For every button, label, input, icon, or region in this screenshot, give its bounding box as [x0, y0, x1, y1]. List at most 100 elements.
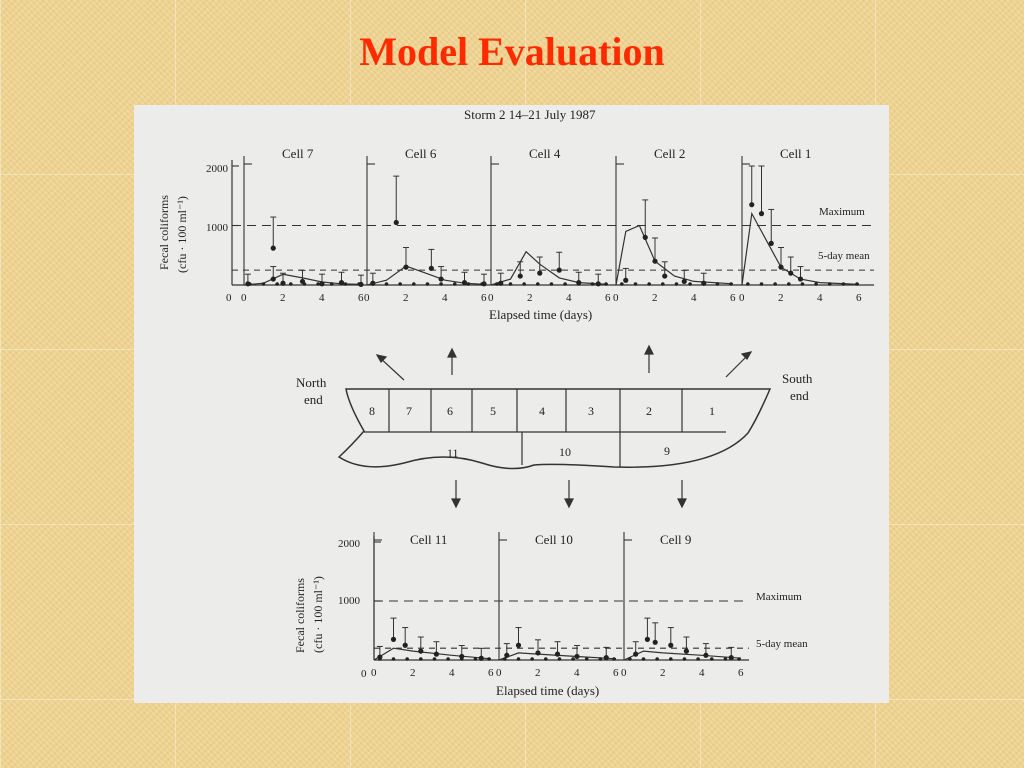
top-cell-1-baseline-point: [746, 282, 750, 286]
top-cell-2-baseline-point: [633, 282, 638, 286]
top-cell-1-observed-point: [797, 276, 804, 282]
bottom-chart-ylabel-2: (cfu · 100 ml⁻¹): [311, 576, 325, 653]
top-cell-7-baseline-point: [248, 282, 252, 286]
bottom-cell-10-observed-point: [603, 655, 609, 661]
bottom-cell-11-baseline-point: [473, 657, 478, 661]
top-cell-1-xtick-label: 4: [817, 292, 823, 304]
top-cell-2-observed-point: [652, 258, 658, 264]
top-cell-6-baseline-point: [425, 282, 430, 286]
top-cell-1-observed-point: [778, 264, 784, 270]
top-cell-4-baseline-point: [549, 282, 554, 286]
bottom-cell-10-xtick-label: 2: [535, 667, 541, 679]
top-ytick-2000: 2000: [206, 163, 229, 175]
bottom-cell-10-observed-point: [515, 642, 522, 648]
top-cell-1-baseline-point: [814, 282, 818, 286]
top-cell-7-observed-point: [270, 276, 276, 282]
top-cell-6-observed-point: [393, 219, 399, 226]
top-cell-6-baseline-point: [398, 282, 402, 286]
bottom-cell-11-baseline-point: [419, 657, 423, 661]
top-cell-7-baseline-point: [302, 282, 307, 286]
bottom-ref-5day-mean: 5-day mean: [756, 638, 808, 650]
bottom-cell-9-baseline-point: [669, 657, 673, 661]
bottom-cell-11-observed-point: [478, 655, 484, 661]
top-cell-4-xtick-label: 0: [488, 292, 494, 304]
top-cell-4-model-curve: [490, 250, 609, 286]
top-cell-4-observed-point: [537, 270, 543, 276]
top-chart-title: Storm 2 14–21 July 1987: [464, 107, 596, 122]
bottom-cell-9-baseline-point: [655, 657, 659, 661]
top-cell-1-observed-point: [788, 270, 794, 276]
bottom-cell-9-label: Cell 9: [660, 532, 691, 547]
top-cell-1-baseline-point: [855, 282, 859, 286]
bottom-cell-9-observed-point: [644, 636, 650, 642]
top-cell-7-baseline-point: [289, 282, 293, 286]
top-cell-4-observed-point: [498, 280, 504, 286]
figure-svg: Storm 2 14–21 July 1987 Elapsed time (da…: [157, 107, 874, 698]
bottom-chart-plot: Cell 11 0 2 4 6 Cell 10 0 2 4 6 Cell 9 0 2 4 6: [371, 532, 749, 679]
top-cell-6-baseline-point: [466, 282, 471, 286]
cell-label-9: 9: [664, 444, 670, 458]
bottom-cell-9-model-curve: [623, 650, 742, 661]
bottom-cell-11-baseline-point: [459, 657, 464, 661]
top-cell-4-label: Cell 4: [529, 146, 561, 161]
top-cell-1-xtick-label: 6: [856, 292, 862, 304]
top-cell-7-baseline-point: [329, 282, 334, 286]
top-cell-4-baseline-point: [536, 282, 540, 286]
bottom-cell-11-xtick-label: 0: [371, 667, 377, 679]
top-chart-xlabel: Elapsed time (days): [489, 307, 592, 322]
top-cell-4-observed-point: [517, 273, 523, 279]
top-cell-1-observed-point: [758, 211, 765, 217]
top-cell-6-xtick-label: 6: [481, 292, 487, 304]
bottom-cell-11-observed-point: [418, 648, 424, 654]
top-cell-7-baseline-point: [275, 282, 279, 286]
bottom-cell-11-baseline-point: [391, 657, 396, 661]
bottom-cell-10-baseline-point: [503, 657, 507, 661]
top-cell-7-baseline-point: [343, 282, 348, 286]
top-ref-maximum: Maximum: [819, 206, 865, 218]
top-cell-7-xtick-label: 4: [319, 292, 325, 304]
bottom-cell-11-xtick-label: 2: [410, 667, 416, 679]
bottom-cell-10-observed-point: [535, 650, 541, 656]
top-cell-7-observed-point: [338, 280, 345, 286]
bottom-cell-11-baseline-point: [432, 657, 437, 661]
top-cell-4-xtick-label: 6: [605, 292, 611, 304]
bottom-cell-9-observed-point: [683, 648, 690, 654]
bottom-chart-xlabel: Elapsed time (days): [496, 683, 599, 698]
top-cell-6-baseline-point: [480, 282, 484, 286]
bottom-cell-10-observed-point: [554, 651, 561, 657]
south-end-label-1: South: [782, 371, 813, 386]
top-cell-4-observed-point: [595, 281, 601, 287]
top-ytick-0: 0: [226, 292, 232, 304]
bottom-cell-9-xtick-label: 2: [660, 667, 666, 679]
top-cell-1-baseline-point: [787, 282, 791, 286]
top-cell-2-baseline-point: [729, 282, 733, 286]
bottom-cell-9-baseline-point: [723, 657, 728, 661]
bottom-cell-9-baseline-point: [628, 657, 632, 661]
top-chart-ylabel-2: (cfu · 100 ml⁻¹): [175, 196, 189, 273]
top-cell-2-xtick-label: 4: [691, 292, 697, 304]
bottom-cell-11-baseline-point: [446, 657, 450, 661]
top-cell-6-observed-point: [428, 265, 434, 271]
top-cell-1-xtick-label: 0: [739, 292, 745, 304]
bottom-cell-9-xtick-label: 0: [621, 667, 627, 679]
top-cell-2-baseline-point: [674, 282, 679, 286]
bottom-cell-11-xtick-label: 6: [488, 667, 494, 679]
top-ref-5day-mean: 5-day mean: [818, 250, 870, 262]
bottom-cell-11-baseline-point: [405, 657, 409, 661]
top-cell-2-baseline-point: [620, 282, 624, 286]
bottom-cell-9-observed-point: [652, 639, 658, 645]
cell-label-2: 2: [646, 404, 652, 418]
bottom-cell-10-xtick-label: 0: [496, 667, 502, 679]
top-cell-4-baseline-point: [495, 282, 499, 286]
top-cell-4-observed-point: [556, 267, 562, 273]
top-cell-1-baseline-point: [841, 282, 846, 286]
basin-diagram: 8 7 6 5 4 3 2 1 11 10 9 North end South …: [296, 344, 813, 509]
top-cell-6-baseline-point: [412, 282, 416, 286]
top-cell-6-observed-point: [403, 264, 409, 270]
top-cell-4-baseline-point: [522, 282, 526, 286]
top-cell-4-xtick-label: 4: [566, 292, 572, 304]
bottom-cell-10-label: Cell 10: [535, 532, 573, 547]
top-cell-6-baseline-point: [439, 282, 443, 286]
top-cell-2-observed-point: [623, 277, 629, 283]
bottom-cell-9-xtick-label: 4: [699, 667, 705, 679]
